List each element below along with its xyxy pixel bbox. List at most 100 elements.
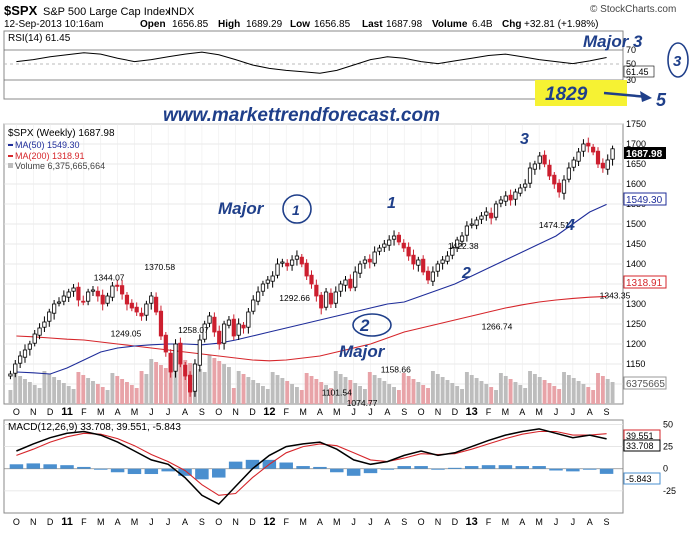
volume-bar [134,388,139,404]
candle-body [362,259,368,264]
volume-bar [401,373,406,404]
datetime: 12-Sep-2013 10:16am [4,19,104,30]
volume-bar [591,390,596,404]
volume-bars [8,354,615,404]
volume-bar [362,389,367,404]
macd-x-tick: A [587,517,593,527]
last-badge: 1687.98 [626,149,663,160]
candle-body [406,246,411,257]
volume-bar [421,385,426,404]
volume-bar [498,373,503,404]
candle-body [513,191,518,200]
macd-hist-badge: -5.843 [626,474,652,484]
volume-bar [149,359,154,404]
ma50-legend: MA(50) 1549.30 [15,140,80,150]
stockcharts-credit: © StockCharts.com [590,4,676,15]
volume-bar [178,357,183,404]
volume-value: 6.4B [472,19,493,30]
volume-bar [290,384,295,404]
volume-bar [100,387,105,404]
volume-bar [275,375,280,404]
volume-label: Volume [432,19,468,30]
macd-hist-bar [380,468,395,470]
major2-circle [352,313,392,337]
candle-body [435,263,440,272]
candle-body [304,262,309,277]
candle-body [445,255,450,262]
candle-body [542,154,547,165]
price-x-tick: N [30,407,37,417]
rsi-label: RSI(14) 61.45 [8,33,71,44]
price-label: 1422.38 [448,241,479,251]
candle-body [391,235,397,240]
volume-bar [552,386,557,404]
volume-bar [353,383,358,404]
candle-body [285,262,290,267]
price-x-tick: S [401,407,407,417]
volume-bar [260,386,265,404]
macd-hist-bar [582,468,597,470]
candle-body [192,363,198,392]
volume-bar [503,376,508,404]
price-x-tick: N [232,407,239,417]
volume-bar [571,378,576,404]
volume-bar [372,375,377,404]
macd-x-tick: M [97,517,105,527]
macd-badge-box [623,439,661,452]
candle-body [120,285,125,295]
macd-x-tick: J [166,517,171,527]
candle-body [493,203,499,218]
target-wave: 5 [656,90,667,110]
volume-bar [576,381,581,404]
candle-body [226,319,232,326]
candle-body [105,295,110,304]
volume-bar [489,387,494,404]
major3-label: Major 3 [583,32,643,51]
candle-body [469,223,474,226]
macd-hist-bar [161,468,175,472]
macd-hist-bar [26,463,41,469]
candle-body [382,243,387,248]
candle-body [13,363,18,374]
candle-body [479,215,484,220]
candle-body [430,271,435,282]
volume-bar [76,372,81,404]
volume-bar [251,380,256,404]
volume-bar [566,375,571,404]
candle-body [47,311,52,322]
candle-body [314,284,319,297]
ma50-badge-box [623,192,667,206]
candle-body [503,195,508,202]
price-x-tick: S [199,407,205,417]
macd-x-tick: M [535,517,543,527]
open-value: 1656.85 [172,19,209,30]
candle-body [280,261,285,264]
volume-bar [227,367,231,404]
macd-hist-bar [245,459,260,469]
ma50-line [16,203,607,375]
volume-bar [8,390,13,404]
candle-body [328,292,334,305]
price-y-tick: 1450 [626,239,646,249]
candle-body [221,323,227,344]
volume-bar [610,382,615,404]
chg-label: Chg [502,19,521,30]
macd-y-tick: -25 [663,486,676,496]
volume-bar [469,375,474,404]
macd-x-tick: F [283,517,289,527]
volume-bar [479,381,484,404]
volume-bar [586,387,591,404]
price-x-tick: M [299,407,307,417]
candle-body [27,343,32,350]
candle-body [547,164,552,177]
volume-bar [294,387,299,404]
candle-body [586,142,591,147]
macd-hist-bar [60,465,74,469]
candle-body [100,294,105,305]
volume-bar [91,381,95,404]
macd-x-tick: F [486,517,492,527]
macd-hist-bar [532,466,546,469]
volume-bar [343,377,348,404]
candle-body [377,247,382,252]
